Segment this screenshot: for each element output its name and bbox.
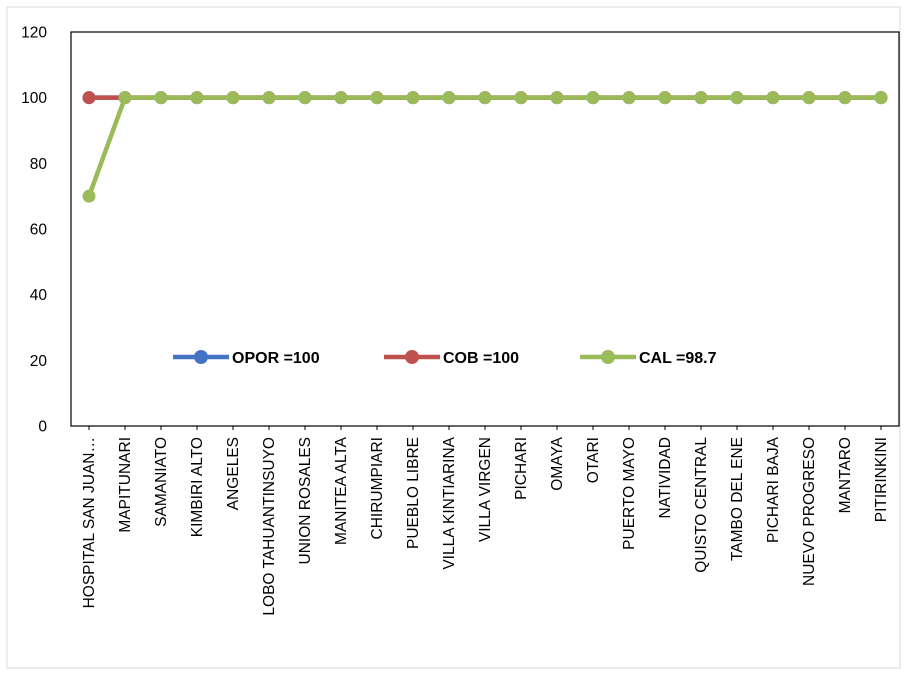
data-point <box>82 91 96 105</box>
x-tick-label: NUEVO PROGRESO <box>801 437 818 586</box>
data-point <box>118 91 132 105</box>
legend-label: COB =100 <box>443 350 519 367</box>
x-tick-label: HOSPITAL SAN JUAN… <box>81 437 98 608</box>
legend-marker <box>405 350 419 364</box>
legend-item: COB =100 <box>384 350 519 367</box>
data-point <box>154 91 168 105</box>
x-tick-label: SAMANIATO <box>153 437 170 527</box>
data-point <box>874 91 888 105</box>
data-point <box>406 91 420 105</box>
x-tick-label: PUERTO MAYO <box>621 437 638 550</box>
x-tick-label: UNION ROSALES <box>297 437 314 564</box>
legend-label: OPOR =100 <box>232 350 320 367</box>
data-point <box>82 189 96 203</box>
series-layer <box>82 91 888 203</box>
data-point <box>694 91 708 105</box>
legend-item: OPOR =100 <box>173 350 320 367</box>
data-point <box>658 91 672 105</box>
y-tick-label: 100 <box>21 90 47 107</box>
x-tick-label: MAPITUNARI <box>117 437 134 533</box>
data-point <box>478 91 492 105</box>
data-point <box>442 91 456 105</box>
x-tick-label: VILLA VIRGEN <box>477 437 494 542</box>
x-tick-label: TAMBO DEL ENE <box>729 437 746 561</box>
data-point <box>334 91 348 105</box>
x-tick-label: PICHARI BAJA <box>765 436 782 543</box>
y-tick-label: 0 <box>38 419 47 436</box>
legend: OPOR =100 COB =100 CAL =98.7 <box>173 350 717 367</box>
y-tick-label: 120 <box>21 25 47 42</box>
data-point <box>622 91 636 105</box>
data-point <box>730 91 744 105</box>
x-axis-tick-labels: HOSPITAL SAN JUAN… MAPITUNARI SAMANIATO KIM… <box>81 426 890 616</box>
data-point <box>514 91 528 105</box>
x-tick-label: VILLA KINTIARINA <box>441 436 458 569</box>
data-point <box>298 91 312 105</box>
x-tick-label: LOBO TAHUANTINSUYO <box>261 437 278 616</box>
legend-marker <box>194 350 208 364</box>
x-tick-label: MANITEA ALTA <box>333 436 350 545</box>
legend-label: CAL =98.7 <box>639 350 717 367</box>
y-tick-label: 80 <box>30 156 48 173</box>
legend-marker <box>601 350 615 364</box>
x-tick-label: OMAYA <box>549 436 566 490</box>
data-point <box>586 91 600 105</box>
legend-item: CAL =98.7 <box>580 350 717 367</box>
data-point <box>190 91 204 105</box>
data-point <box>226 91 240 105</box>
x-tick-label: QUISTO CENTRAL <box>693 437 710 573</box>
chart-area-border <box>6 6 901 669</box>
data-point <box>838 91 852 105</box>
data-point <box>766 91 780 105</box>
x-tick-label: OTARI <box>585 437 602 483</box>
x-tick-label: PICHARI <box>513 437 530 500</box>
data-point <box>802 91 816 105</box>
x-tick-label: PITIRINKINI <box>873 437 890 522</box>
y-tick-label: 20 <box>30 353 48 370</box>
x-tick-label: NATIVIDAD <box>657 437 674 519</box>
x-tick-label: CHIRUMPIARI <box>369 437 386 539</box>
data-point <box>370 91 384 105</box>
y-tick-label: 60 <box>30 222 48 239</box>
y-tick-label: 40 <box>30 287 48 304</box>
data-point <box>550 91 564 105</box>
y-axis-tick-labels: 0 20 40 60 80 100 120 <box>21 25 47 436</box>
data-point <box>262 91 276 105</box>
x-tick-label: ANGELES <box>225 437 242 510</box>
x-tick-label: MANTARO <box>837 437 854 513</box>
x-tick-label: PUEBLO LIBRE <box>405 437 422 549</box>
series-3 <box>82 91 888 203</box>
x-tick-label: KIMBIRI ALTO <box>189 437 206 537</box>
